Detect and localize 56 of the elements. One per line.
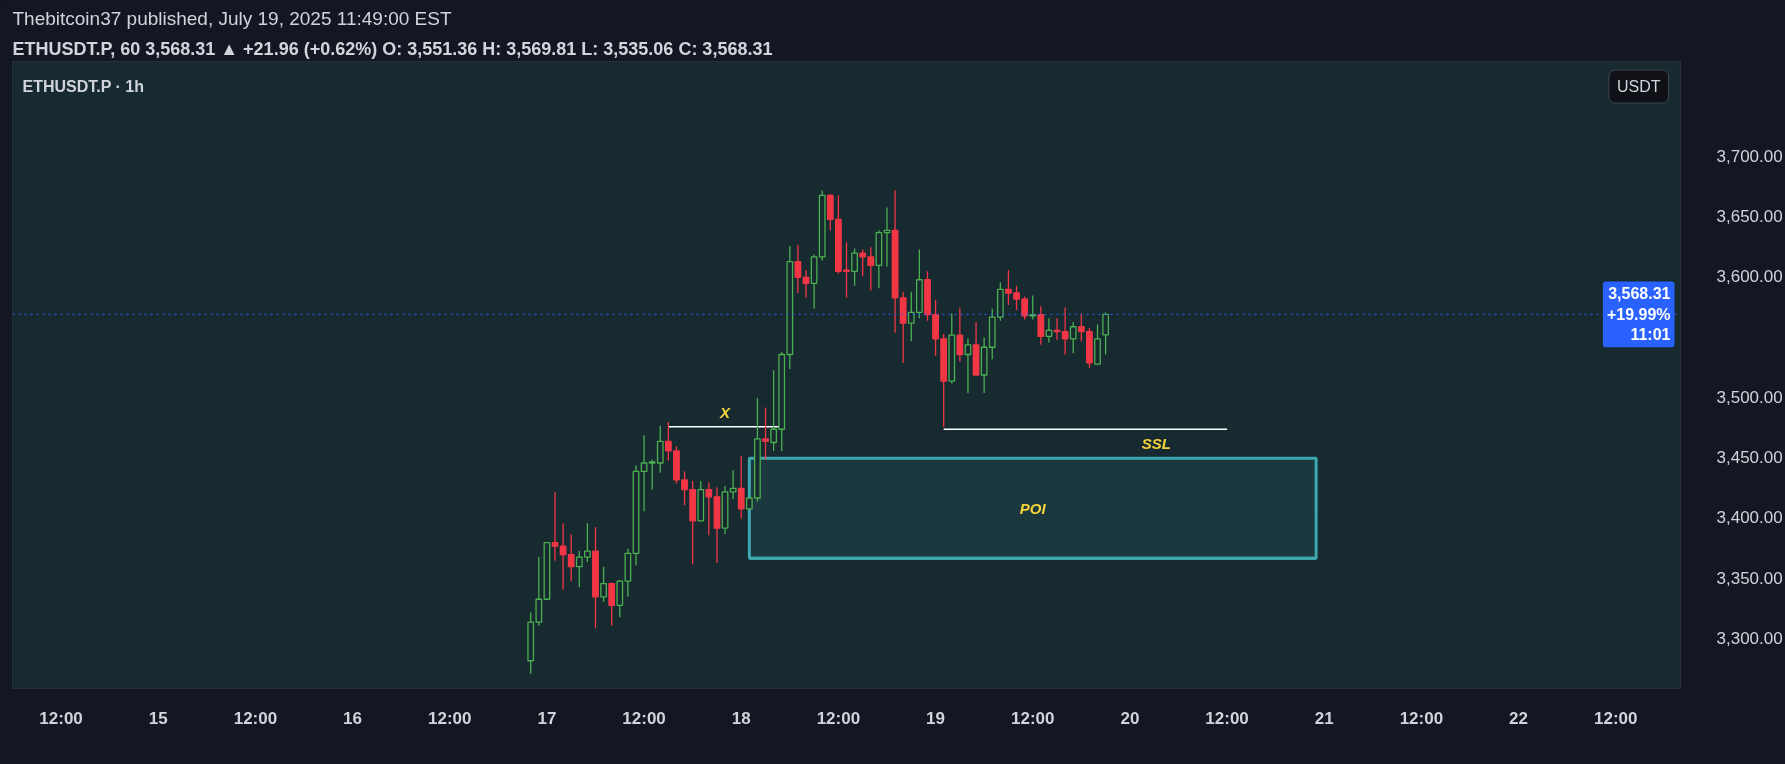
y-tick-label: 3,650.00 bbox=[1716, 206, 1783, 226]
candlestick bbox=[956, 306, 964, 363]
candlestick bbox=[770, 369, 778, 452]
candlestick bbox=[664, 421, 672, 462]
annotation: USDT bbox=[1616, 78, 1661, 95]
x-tick-label: 12:00 bbox=[39, 708, 83, 728]
x-tick-label: 21 bbox=[1314, 708, 1334, 728]
x-tick-label: 12:00 bbox=[1593, 708, 1638, 728]
x-tick-label: 19 bbox=[926, 708, 946, 728]
y-tick-label: 3,500.00 bbox=[1716, 387, 1783, 407]
x-tick-label: 12:00 bbox=[233, 708, 278, 728]
candlestick bbox=[737, 455, 745, 520]
x-tick-label: 17 bbox=[537, 708, 557, 728]
y-tick-label: 3,350.00 bbox=[1716, 568, 1783, 588]
candlestick bbox=[1021, 295, 1029, 321]
ref-line-label: 3,568.31 +19.99% 11:01 bbox=[1606, 285, 1671, 344]
y-tick-label: 3,700.00 bbox=[1716, 146, 1783, 166]
candlestick bbox=[1029, 294, 1037, 321]
x-tick-label: 12:00 bbox=[1010, 708, 1055, 728]
y-tick-label: 3,400.00 bbox=[1716, 508, 1783, 528]
candlestick bbox=[729, 469, 737, 500]
x-tick-label: 12:00 bbox=[816, 708, 861, 728]
x-tick-label: 22 bbox=[1509, 708, 1529, 728]
y-tick-label: 3,450.00 bbox=[1716, 447, 1783, 467]
x-tick-label: 15 bbox=[148, 708, 168, 728]
chart-title: Thebitcoin37 published, July 19, 2025 11:49:00 EST bbox=[12, 7, 452, 29]
candlestick bbox=[762, 406, 769, 461]
candlestick bbox=[964, 338, 972, 394]
candlestick bbox=[640, 434, 648, 512]
candlestick bbox=[600, 566, 607, 603]
x-tick-label: 12:00 bbox=[1399, 708, 1444, 728]
annotation: ETHUSDT.P · 1h bbox=[22, 78, 144, 95]
x-tick-label: 20 bbox=[1120, 708, 1140, 728]
y-tick-label: 3,600.00 bbox=[1716, 267, 1783, 287]
annotation: X bbox=[719, 404, 732, 422]
candlestick bbox=[867, 246, 875, 292]
candlestick bbox=[851, 247, 858, 287]
candlestick bbox=[1061, 306, 1069, 356]
x-tick-label: 12:00 bbox=[428, 708, 472, 728]
x-tick-label: 12:00 bbox=[622, 708, 666, 728]
candlestick bbox=[1005, 269, 1012, 306]
annotation: POI bbox=[1019, 499, 1047, 517]
candlestick bbox=[1102, 311, 1110, 356]
y-tick-label: 3,300.00 bbox=[1716, 628, 1783, 648]
x-tick-label: 16 bbox=[343, 708, 363, 728]
candlestick bbox=[551, 491, 559, 562]
annotation: SSL bbox=[1141, 434, 1171, 452]
chart-subtitle: ETHUSDT.P, 60 3,568.31 ▲ +21.96 (+0.62%) O: 3,551.36 H: 3,569.81 L: 3,535.06 C: 3,568.31 bbox=[12, 38, 773, 59]
candlestick bbox=[535, 556, 543, 627]
candlestick bbox=[1037, 305, 1045, 346]
candlestick bbox=[1069, 321, 1077, 354]
candlestick bbox=[705, 481, 713, 537]
x-tick-label: 12:00 bbox=[1205, 708, 1249, 728]
candlestick bbox=[1013, 285, 1020, 311]
x-tick-label: 18 bbox=[731, 708, 751, 728]
candlestick bbox=[608, 581, 616, 627]
